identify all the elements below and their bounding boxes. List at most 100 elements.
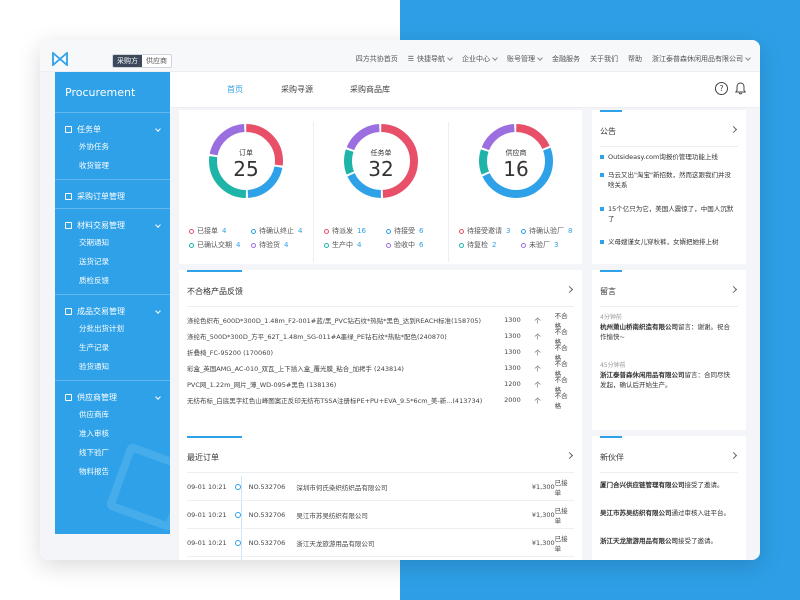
topnav-home-link[interactable]: 四方共协首页 [355,55,398,63]
list-item[interactable]: 涤纶布_500D*300D_方平_62T_1.48m_SG-011#A墨绿_PE… [187,328,574,346]
legend-item[interactable]: 待派发 16 [324,226,386,236]
topnav-enterprise[interactable]: 企业中心 [462,54,498,64]
stat-orders[interactable]: 订单 25 已接单 4 待确认终止 4 已确认交期 4 待验货 4 [179,110,313,265]
stat-suppliers[interactable]: 供应商 16 待接受邀请 3 待确认验厂 8 待复检 2 未验厂 3 [449,110,583,265]
item-status: 不合格 [554,328,568,346]
chevron-down-icon [492,55,498,61]
topnav-company-label: 浙江泰普森休闲用品有限公司 [652,55,743,63]
chevron-right-icon[interactable] [729,451,738,460]
order-number: NO.532706 [248,482,286,491]
sidebar-item-materials[interactable]: 材料交易管理 [55,217,170,233]
list-icon [65,192,72,200]
legend-item[interactable]: 验收中 6 [386,240,448,250]
legend-count: 6 [419,241,424,249]
legend-label: 已接单 [197,227,218,235]
message-item[interactable]: 杭州萧山桥南织造有限公司留言：谢谢。祝合作愉快~ [600,322,736,342]
message-text: 留言：合同尽快发起，确认后开始生产。 [600,371,730,389]
order-company: 吴江市苏吴纺织有限公司 [296,511,368,520]
sidebar-item-purchase-orders[interactable]: 采购订单管理 [55,188,170,204]
order-status: 已接单 [554,534,568,553]
card-accent [187,436,242,438]
item-qty: 1200 [504,380,521,388]
topnav-company[interactable]: 浙江泰普森休闲用品有限公司 [652,54,751,64]
tab-product-library[interactable]: 采购商品库 [350,85,390,94]
card-accent [600,436,622,438]
message-sender: 浙江泰普森休闲用品有限公司 [600,371,685,379]
topnav-about-link[interactable]: 关于我们 [590,55,618,63]
notice-item[interactable]: 义母嫂谨女儿穿秋裤，女婿把她排上树 [600,237,736,247]
topnav-account[interactable]: 账号管理 [507,54,543,64]
order-status: 已接单 [554,506,568,525]
card-title: 留言 [600,287,616,296]
role-buyer-tab[interactable]: 采购方 [113,55,142,67]
legend-item[interactable]: 待接受 6 [386,226,448,236]
sidebar-subitem[interactable]: 供应商库 [79,410,109,419]
sidebar-title: Procurement [65,86,136,99]
topnav-quick-nav[interactable]: ☰ 快捷导航 [408,54,453,64]
list-icon [65,307,72,315]
tab-sourcing[interactable]: 采购寻源 [281,85,313,94]
sidebar-divider [55,112,170,113]
card-accent [600,110,622,112]
sidebar-subitem[interactable]: 物料报告 [79,467,109,476]
role-supplier-tab[interactable]: 供应商 [142,55,171,67]
card-title: 公告 [600,127,616,136]
sidebar-subitem[interactable]: 送货记录 [79,257,109,266]
legend-item[interactable]: 待接受邀请 3 [459,226,521,236]
sidebar-item-suppliers[interactable]: 供应商管理 [55,389,170,405]
item-name: 无纺布标_白底黑字红色山峰图案正反印无纺布TSSA注册标PE+PU+EVA_9.… [187,397,483,405]
partner-item[interactable]: 吴江市苏吴纺织有限公司通过审核入驻平台。 [600,508,736,518]
topnav-finance-link[interactable]: 金融服务 [552,55,580,63]
table-row[interactable]: 09-01 10:21 NO.532706 深圳市何氏染织纺织品有限公司 ¥1,300… [187,473,574,501]
help-icon[interactable]: ? [715,82,728,95]
donut-segment [209,124,283,198]
bell-icon[interactable] [735,82,746,95]
card-title: 不合格产品反馈 [187,287,243,296]
legend-item[interactable]: 已接单 4 [189,226,251,236]
sidebar-group-purchase-orders: 采购订单管理 [55,180,170,208]
notice-item[interactable]: 15个亿只为它，美国人震惊了，中国人沉默了 [600,204,736,224]
list-item[interactable]: 彩盒_英国AMG_AC-010_双瓦_上下插入盒_覆光膜_粘合_加拷手 (243… [187,360,574,378]
sidebar-item-products[interactable]: 成品交易管理 [55,303,170,319]
sidebar-subitem[interactable]: 外协任务 [79,142,109,151]
legend-item[interactable]: 待验货 4 [251,240,313,250]
legend-item[interactable]: 已确认交期 4 [189,240,251,250]
stat-tasks[interactable]: 任务单 32 待派发 16 待接受 6 生产中 4 验收中 6 [314,110,448,265]
chevron-right-icon[interactable] [565,285,574,294]
list-item[interactable]: 无纺布标_白底黑字红色山峰图案正反印无纺布TSSA注册标PE+PU+EVA_9.… [187,392,574,410]
topnav-help-link[interactable]: 帮助 [628,55,642,63]
legend-item[interactable]: 待确认验厂 8 [521,226,583,236]
item-status: 不合格 [554,376,568,394]
chevron-down-icon [155,394,161,400]
tab-home[interactable]: 首页 [227,85,243,94]
item-name: PVC网_1.22m_网片_薄_WD-095#黑色 (138136) [187,381,337,389]
item-unit: 个 [534,381,541,389]
sidebar-subitem[interactable]: 交期通知 [79,238,109,247]
sidebar-subitem[interactable]: 验货通知 [79,362,109,371]
table-row[interactable]: 09-01 10:21 NO.532706 吴江市苏吴纺织有限公司 ¥1,300 已接单 [187,501,574,529]
legend-item[interactable]: 未验厂 3 [521,240,583,250]
list-item[interactable]: 折叠椅_FC-95200 (170060) 1300 个 不合格 [187,344,574,362]
table-row[interactable]: 09-01 10:21 NO.532706 浙江天龙旅游用品有限公司 ¥1,300 已接… [187,529,574,557]
partner-item[interactable]: 厦门合兴供应链管理有限公司接受了邀请。 [600,480,736,490]
notice-item[interactable]: 马云又出"淘宝"新招数，然而这跟我们并没啥关系 [600,170,736,190]
legend-item[interactable]: 生产中 4 [324,240,386,250]
sidebar-subitem[interactable]: 质检反馈 [79,276,109,285]
chevron-right-icon[interactable] [729,285,738,294]
message-item[interactable]: 浙江泰普森休闲用品有限公司留言：合同尽快发起，确认后开始生产。 [600,370,736,390]
sidebar-subitem[interactable]: 分批出货计划 [79,324,124,333]
sidebar-subitem[interactable]: 线下验厂 [79,448,109,457]
legend-item[interactable]: 待确认终止 4 [251,226,313,236]
chevron-right-icon[interactable] [565,451,574,460]
sidebar-subitem[interactable]: 生产记录 [79,343,109,352]
list-item[interactable]: PVC网_1.22m_网片_薄_WD-095#黑色 (138136) 1200 个 不… [187,376,574,394]
chevron-right-icon[interactable] [729,125,738,134]
list-item[interactable]: 涤纶色织布_600D*300D_1.48m_F2-001#蓝/黑_PVC钻石纹*… [187,312,574,330]
sidebar-subitem[interactable]: 准入审核 [79,429,109,438]
item-status: 不合格 [554,360,568,378]
sidebar-item-tasks[interactable]: 任务单 [55,121,170,137]
notice-item[interactable]: Outsideasy.com询报价管理功能上线 [600,152,736,162]
partner-item[interactable]: 浙江天龙旅游用品有限公司接受了邀请。 [600,536,736,546]
legend-item[interactable]: 待复检 2 [459,240,521,250]
sidebar-subitem[interactable]: 收货管理 [79,161,109,170]
